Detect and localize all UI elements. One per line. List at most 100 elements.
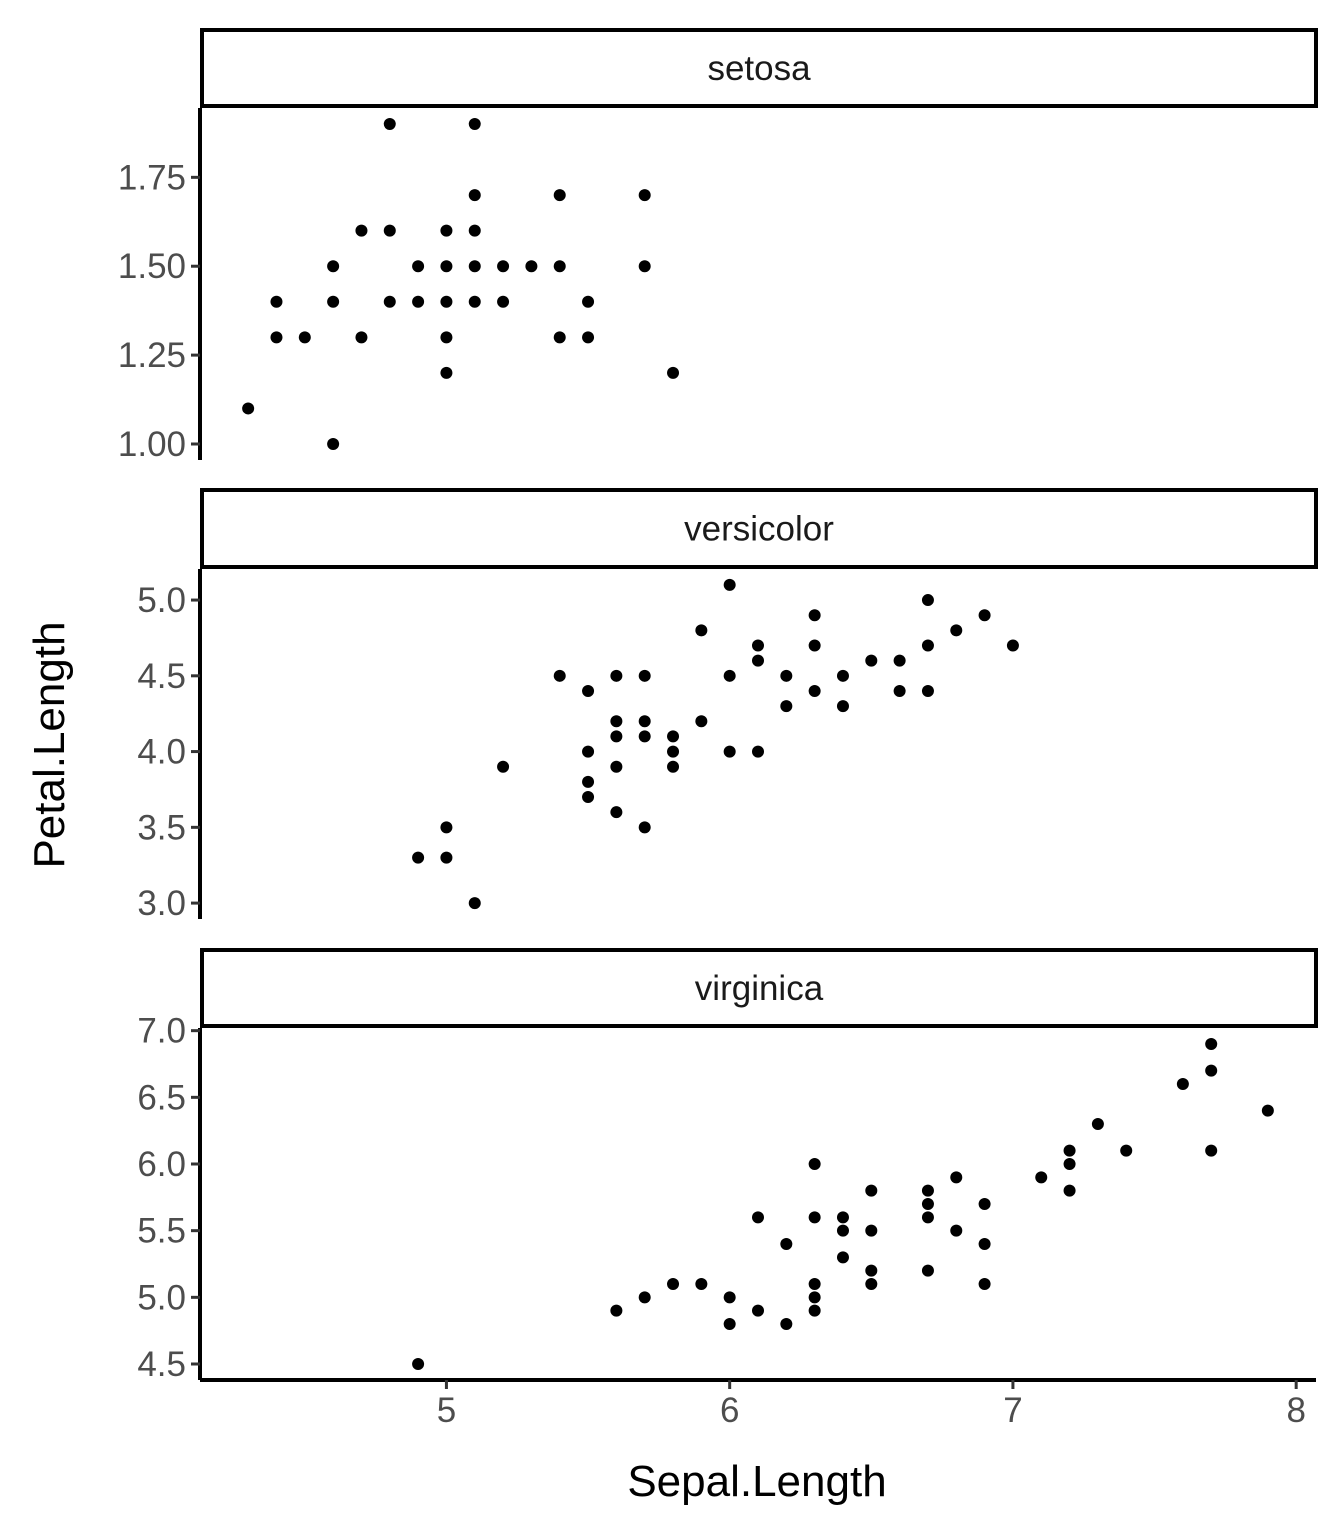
data-point	[525, 260, 538, 273]
x-tick-label: 8	[1286, 1391, 1305, 1430]
y-tick-label: 4.5	[137, 657, 186, 696]
strip-label: virginica	[695, 969, 824, 1008]
data-point	[865, 1184, 878, 1197]
data-point	[383, 224, 396, 237]
data-point	[808, 1158, 821, 1170]
y-tick-label: 1.75	[118, 158, 186, 197]
data-point	[780, 669, 793, 682]
data-point	[723, 669, 736, 682]
data-point	[412, 851, 425, 864]
data-point	[723, 578, 736, 591]
data-point	[752, 1304, 764, 1317]
data-point	[440, 331, 453, 344]
data-point	[638, 715, 651, 728]
data-point	[270, 295, 283, 308]
strip-label: versicolor	[684, 510, 834, 549]
data-point	[808, 639, 821, 652]
data-point	[440, 260, 453, 273]
data-point	[327, 295, 340, 308]
data-point	[638, 1291, 651, 1304]
data-point	[1205, 1038, 1218, 1050]
data-point	[468, 224, 481, 237]
data-point	[1006, 639, 1019, 652]
data-point	[553, 189, 566, 202]
y-tick-label: 3.0	[137, 884, 186, 923]
data-point	[723, 745, 736, 758]
data-point	[921, 1198, 934, 1210]
data-point	[468, 118, 481, 130]
data-point	[695, 624, 708, 637]
data-point	[667, 730, 680, 743]
data-point	[327, 260, 340, 273]
data-point	[440, 224, 453, 237]
data-point	[978, 1278, 991, 1290]
data-point	[780, 700, 793, 713]
y-tick-label: 5.5	[137, 1212, 186, 1251]
data-point	[752, 639, 764, 652]
data-point	[695, 1278, 708, 1290]
data-point	[582, 295, 595, 308]
data-point	[723, 1291, 736, 1304]
data-point	[836, 1224, 849, 1237]
y-tick-label: 7.0	[137, 1012, 186, 1051]
data-point	[667, 1278, 680, 1290]
data-point	[1261, 1104, 1274, 1117]
strip-label: setosa	[707, 49, 811, 88]
data-point	[355, 331, 368, 344]
data-point	[667, 745, 680, 758]
y-tick-label: 5.0	[137, 1278, 186, 1317]
data-point	[667, 760, 680, 773]
strip-virginica	[200, 948, 1318, 1028]
data-point	[1063, 1158, 1076, 1170]
data-point	[865, 1264, 878, 1277]
data-point	[1205, 1064, 1218, 1077]
data-point	[921, 1184, 934, 1197]
data-point	[355, 224, 368, 237]
data-point	[921, 1264, 934, 1277]
data-point	[780, 1238, 793, 1250]
data-point	[412, 1358, 425, 1370]
data-point	[950, 1171, 963, 1184]
y-tick-label: 6.5	[137, 1078, 186, 1117]
data-point	[610, 760, 623, 773]
y-tick-label: 1.00	[118, 425, 186, 464]
data-point	[610, 730, 623, 743]
data-point	[752, 1211, 764, 1224]
data-point	[695, 715, 708, 728]
data-point	[412, 295, 425, 308]
data-point	[978, 1198, 991, 1210]
data-point	[808, 1211, 821, 1224]
y-tick-label: 1.25	[118, 336, 186, 375]
data-point	[638, 821, 651, 834]
data-point	[383, 118, 396, 130]
data-point	[978, 1238, 991, 1250]
strip-setosa	[200, 28, 1318, 108]
strip-versicolor	[200, 488, 1318, 569]
y-tick-label: 4.0	[137, 733, 186, 772]
y-tick-label: 5.0	[137, 581, 186, 620]
data-point	[836, 700, 849, 713]
data-point	[298, 331, 311, 344]
data-point	[921, 684, 934, 697]
data-point	[865, 1278, 878, 1290]
panel-setosa: setosa 1.00 1.25 1.50 1.75	[118, 28, 1318, 464]
x-tick-label: 5	[437, 1391, 456, 1430]
data-point	[808, 684, 821, 697]
data-point	[893, 684, 906, 697]
data-point	[638, 669, 651, 682]
data-point	[1176, 1078, 1189, 1090]
data-point	[978, 609, 991, 622]
data-point	[553, 669, 566, 682]
data-point	[610, 806, 623, 819]
y-tick-label: 4.5	[137, 1345, 186, 1384]
data-point	[893, 654, 906, 667]
data-point	[582, 331, 595, 344]
data-point	[1120, 1144, 1133, 1157]
data-point	[1035, 1171, 1048, 1184]
data-point	[638, 730, 651, 743]
y-tick-label: 6.0	[137, 1145, 186, 1184]
data-point	[383, 295, 396, 308]
data-point	[468, 897, 481, 910]
data-point	[865, 654, 878, 667]
data-point	[808, 609, 821, 622]
